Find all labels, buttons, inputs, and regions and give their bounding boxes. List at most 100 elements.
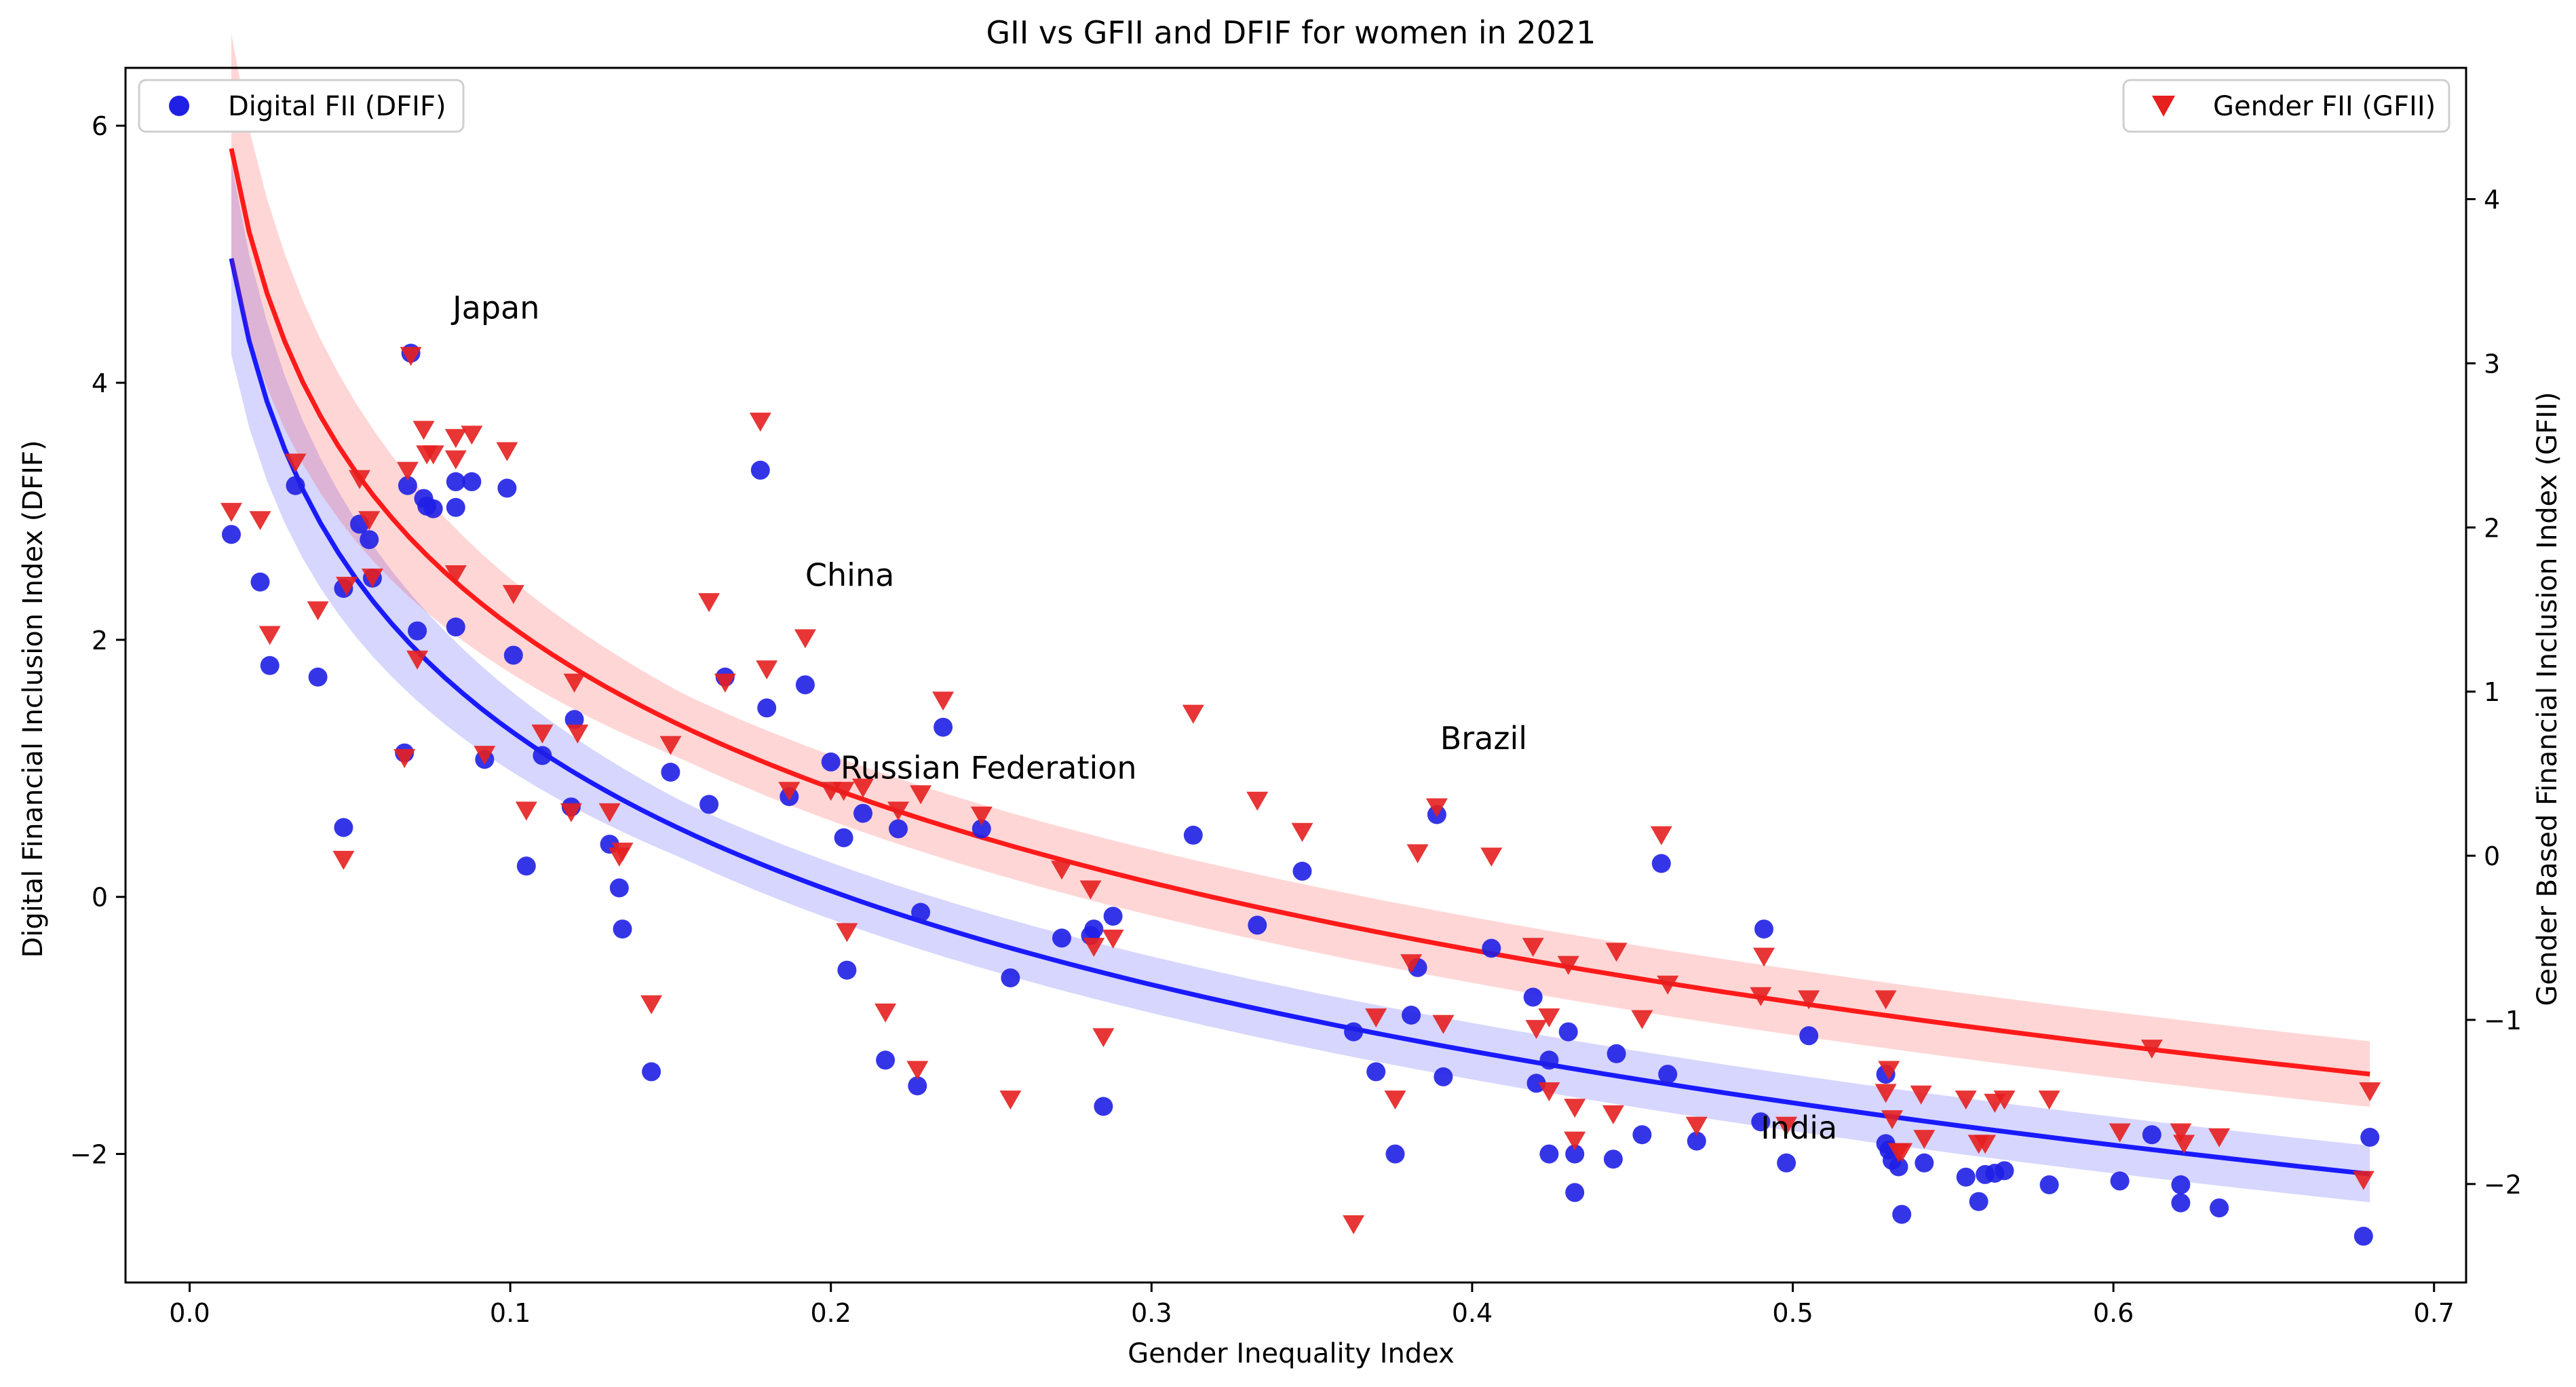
dfif-point-88 [1892, 1205, 1911, 1224]
gfii-point-18 [445, 429, 467, 448]
gfii-point-58 [1292, 823, 1313, 842]
gfii-point-50 [999, 1090, 1021, 1109]
gfii-point-20 [461, 425, 482, 444]
dfif-point-82 [1799, 1026, 1818, 1045]
dfif-point-42 [853, 804, 872, 823]
dfif-point-102 [2360, 1128, 2379, 1147]
dfif-point-31 [642, 1062, 661, 1081]
dfif-point-19 [446, 498, 465, 517]
dfif-point-57 [1293, 862, 1312, 881]
gfii-point-2 [259, 626, 281, 645]
dfif-point-33 [699, 795, 718, 814]
gfii-point-66 [1480, 848, 1502, 867]
annotation-china: China [805, 556, 894, 593]
annotation-india: India [1761, 1109, 1837, 1146]
right-y-tick-label-4: 2 [2484, 513, 2500, 543]
legend-dfif-label: Digital FII (DFIF) [228, 91, 446, 122]
right-y-tick-label-6: 4 [2484, 185, 2500, 215]
dfif-point-61 [1402, 1006, 1421, 1025]
left-y-tick-label-0: −2 [70, 1140, 108, 1170]
chart-figure: Japan China Russian Federation Brazil India … [0, 0, 2576, 1384]
dfif-point-17 [446, 618, 465, 636]
dfif-point-1 [251, 573, 270, 592]
legend-gfii: Gender FII (GFII) [2123, 80, 2449, 132]
gfii-point-32 [640, 995, 662, 1014]
gfii-point-46 [906, 1061, 928, 1080]
left-y-tick-label-3: 4 [92, 368, 108, 398]
x-tick-label-4: 0.4 [1452, 1298, 1493, 1328]
gfii-point-76 [1631, 1010, 1653, 1029]
dfif-point-100 [2210, 1198, 2229, 1217]
dfif-point-44 [889, 819, 908, 838]
right-y-tick-label-0: −2 [2484, 1170, 2522, 1200]
legend-dfif: Digital FII (DFIF) [139, 80, 463, 132]
dfif-point-40 [834, 829, 853, 848]
chart-svg: JapanChinaRussian FederationBrazilIndia … [0, 0, 2576, 1384]
dfif-point-98 [2171, 1194, 2190, 1213]
gfii-point-19 [445, 451, 467, 470]
dfif-point-64 [1434, 1067, 1453, 1086]
dfif-point-53 [1094, 1097, 1113, 1116]
gfii-point-39 [794, 629, 816, 648]
dfif-point-5 [334, 818, 353, 837]
x-tick-label-3: 0.3 [1131, 1298, 1172, 1328]
gfii-point-42 [836, 923, 858, 942]
dfif-point-50 [1052, 928, 1071, 947]
gfii-point-22 [496, 442, 518, 461]
gfii-point-72 [1564, 1099, 1585, 1118]
right-y-axis-label: Gender Based Financial Inclusion Index (… [2532, 392, 2563, 1006]
dfif-point-73 [1604, 1150, 1623, 1168]
dfif-point-13 [408, 622, 427, 641]
dfif-point-68 [1539, 1050, 1558, 1069]
gfii-point-73 [1564, 1132, 1585, 1151]
dfif-point-55 [1184, 826, 1203, 845]
gfii-point-48 [932, 691, 954, 710]
fit-layer [231, 34, 2370, 1202]
gfii-point-97 [2039, 1090, 2060, 1109]
dfif-point-60 [1386, 1145, 1405, 1164]
gfii-point-24 [516, 801, 537, 820]
dfif-point-29 [610, 879, 629, 898]
annotation-brazil: Brazil [1440, 720, 1527, 757]
right-y-tick-label-3: 1 [2484, 677, 2500, 707]
dfif-point-66 [1524, 988, 1543, 1007]
dfif-point-20 [462, 472, 481, 491]
dfif-point-23 [504, 646, 523, 665]
legend-gfii-label: Gender FII (GFII) [2213, 91, 2436, 122]
dfif-point-49 [1001, 968, 1020, 987]
dfif-point-65 [1482, 939, 1501, 958]
x-tick-label-2: 0.2 [811, 1298, 851, 1328]
gfii-point-36 [750, 413, 771, 432]
gfii-point-54 [1092, 1028, 1114, 1047]
dfif-point-52 [1084, 919, 1103, 938]
gfii-point-0 [220, 503, 242, 522]
gfii-point-4 [307, 601, 329, 620]
dfif-point-16 [424, 499, 443, 518]
left-y-axis-label: Digital Financial Inclusion Index (DFIF) [18, 440, 49, 957]
dfif-point-75 [1632, 1125, 1651, 1144]
dfif-point-94 [1995, 1161, 2014, 1180]
dfif-point-22 [497, 478, 516, 497]
x-axis-label: Gender Inequality Index [1128, 1338, 1455, 1369]
dfif-point-95 [2040, 1175, 2059, 1194]
dfif-point-90 [1957, 1168, 1976, 1187]
x-tick-label-5: 0.5 [1772, 1298, 1813, 1328]
annotation-russian-federation: Russian Federation [841, 750, 1137, 786]
dfif-point-80 [1754, 919, 1773, 938]
gfii-point-79 [1686, 1117, 1708, 1136]
left-y-tick-label-1: 0 [92, 883, 108, 913]
chart-title: GII vs GFII and DFIF for women in 2021 [986, 14, 1596, 51]
dfif-point-32 [661, 763, 680, 782]
left-y-tick-label-4: 6 [92, 111, 108, 141]
gfii-point-74 [1602, 1105, 1624, 1124]
dfif-point-25 [533, 746, 552, 765]
dfif-point-24 [517, 856, 536, 875]
dfif-point-74 [1607, 1044, 1626, 1063]
dfif-point-46 [911, 903, 930, 922]
gfii-point-44 [874, 1004, 896, 1023]
dfif-point-56 [1248, 915, 1267, 934]
dfif-point-41 [837, 961, 856, 980]
dfif-point-2 [261, 656, 280, 675]
gfii-point-34 [698, 593, 720, 612]
dfif-point-0 [222, 525, 241, 544]
